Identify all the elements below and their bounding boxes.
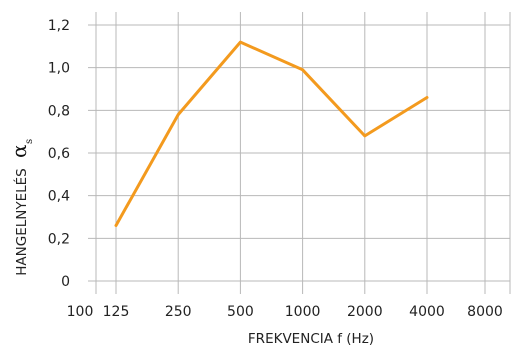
series xyxy=(114,40,429,227)
series-line-0 xyxy=(114,40,429,227)
x-tick-label: 4000 xyxy=(409,304,445,320)
data-point xyxy=(114,224,118,227)
data-point xyxy=(425,96,429,99)
x-tick-label: 100 xyxy=(67,304,94,320)
y-axis-title-group: HANGELNYELÉS α s xyxy=(7,139,35,276)
y-tick-label: 0,6 xyxy=(48,146,70,162)
y-tick-label: 0 xyxy=(61,274,70,290)
y-axis-tick-labels: 0 0,2 0,4 0,6 0,8 1,0 1,2 xyxy=(48,18,70,290)
data-point xyxy=(363,134,366,138)
y-tick-label: 0,8 xyxy=(48,103,70,119)
x-axis-title: FREKVENCIA f (Hz) xyxy=(248,331,374,347)
y-axis-symbol-subscript: s xyxy=(24,139,35,144)
data-point xyxy=(301,68,304,72)
y-tick-label: 1,2 xyxy=(48,18,70,34)
grid xyxy=(88,12,511,294)
x-tick-label: 500 xyxy=(227,304,254,320)
x-tick-label: 8000 xyxy=(467,304,503,320)
x-tick-label: 2000 xyxy=(347,304,383,320)
y-tick-label: 0,4 xyxy=(48,189,70,205)
x-tick-label: 250 xyxy=(165,304,192,320)
y-axis-title: HANGELNYELÉS xyxy=(13,168,30,276)
y-axis-symbol: α xyxy=(7,144,31,158)
x-axis-tick-labels: 100 125 250 500 1000 2000 4000 8000 xyxy=(67,304,503,320)
y-tick-label: 0,2 xyxy=(48,231,70,247)
x-tick-label: 125 xyxy=(103,304,130,320)
y-tick-label: 1,0 xyxy=(48,61,70,77)
data-point xyxy=(177,113,180,116)
x-tick-label: 1000 xyxy=(285,304,321,320)
data-point xyxy=(239,40,242,44)
